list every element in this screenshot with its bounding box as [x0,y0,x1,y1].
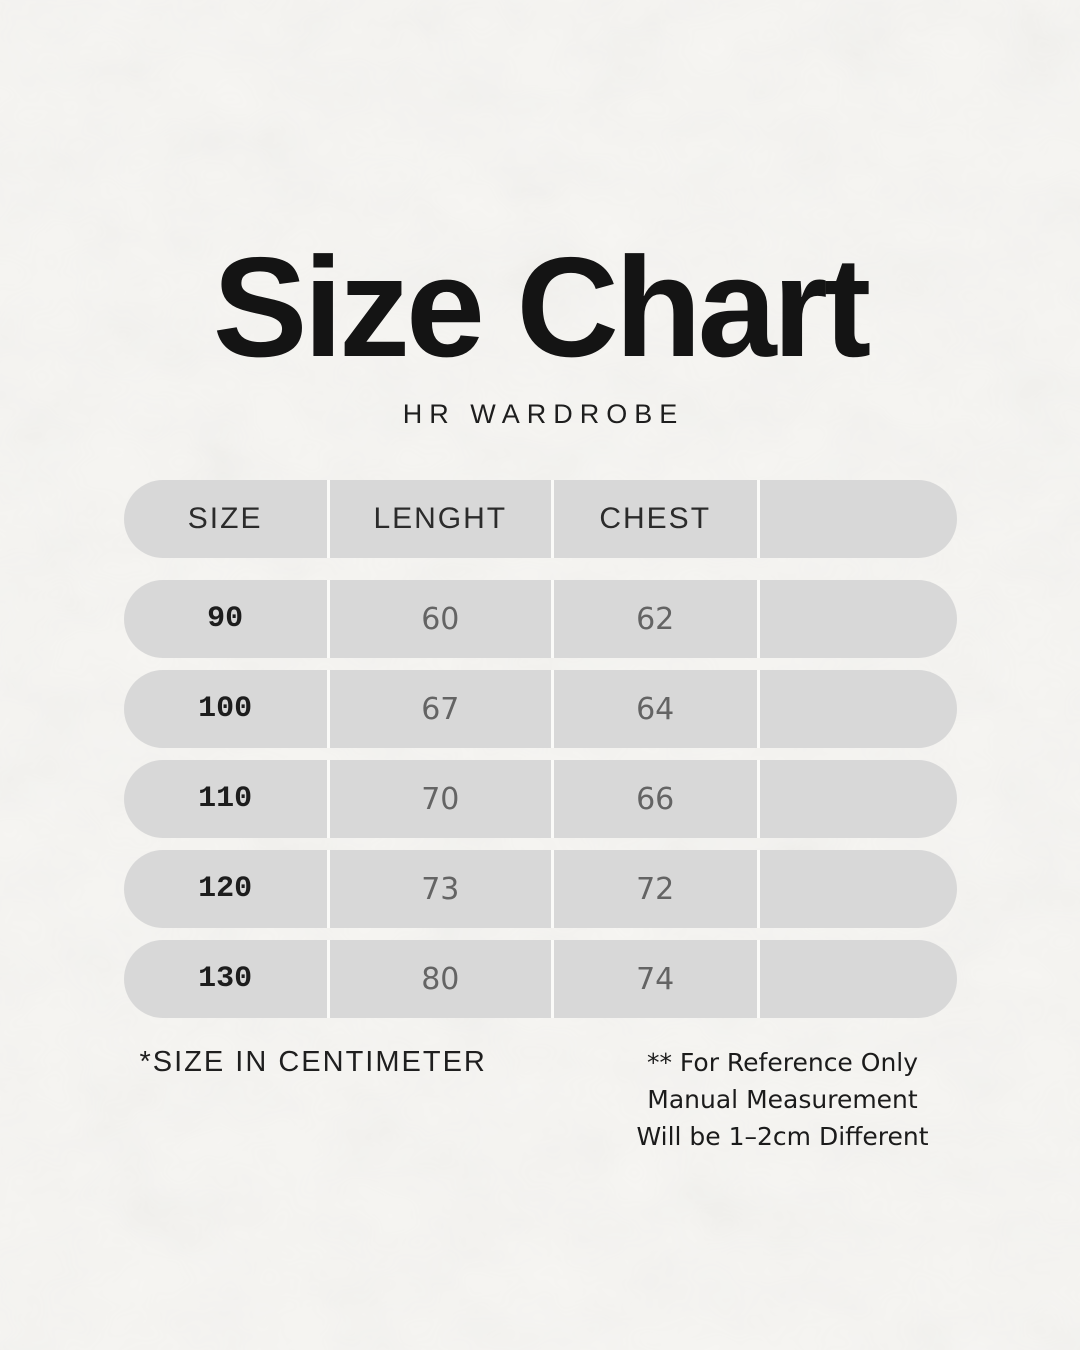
length-value: 67 [326,670,551,748]
chest-value: 72 [550,850,757,928]
chest-value: 74 [550,940,757,1018]
size-value: 100 [198,692,253,726]
empty-cell [756,760,957,838]
empty-cell [756,580,957,658]
empty-cell [756,940,957,1018]
size-value: 120 [198,872,253,906]
empty-cell [756,850,957,928]
empty-cell [756,670,957,748]
chest-value: 62 [550,580,757,658]
size-table: SIZE LENGHT CHEST 90 60 62 100 67 64 110… [123,480,957,1018]
table-row: 100 67 64 [123,670,957,748]
footnotes: *SIZE IN CENTIMETER ** For Reference Onl… [124,1044,957,1155]
column-header-size: SIZE [187,502,263,535]
length-value: 80 [326,940,551,1018]
units-note: *SIZE IN CENTIMETER [139,1046,487,1078]
table-row: 90 60 62 [123,580,957,658]
chest-value: 64 [550,670,757,748]
brand-subtitle: HR WARDROBE [402,399,685,429]
page-title: Size Chart [212,228,871,387]
reference-note: ** For Reference Only Manual Measurement… [623,1044,943,1155]
reference-note-line-3: Will be 1–2cm Different [636,1122,929,1151]
column-header-empty [756,480,957,558]
table-row: 130 80 74 [123,940,957,1018]
reference-note-line-2: Manual Measurement [647,1085,918,1114]
length-value: 70 [326,760,551,838]
chest-value: 66 [550,760,757,838]
size-value: 110 [198,782,253,816]
length-value: 60 [326,580,551,658]
column-header-chest: CHEST [550,480,757,558]
length-value: 73 [326,850,551,928]
table-row: 120 73 72 [123,850,957,928]
table-row: 110 70 66 [123,760,957,838]
reference-note-line-1: ** For Reference Only [646,1048,919,1077]
size-value: 130 [198,962,253,996]
column-header-length: LENGHT [326,480,551,558]
size-value: 90 [207,602,244,636]
table-header-row: SIZE LENGHT CHEST [123,480,957,558]
